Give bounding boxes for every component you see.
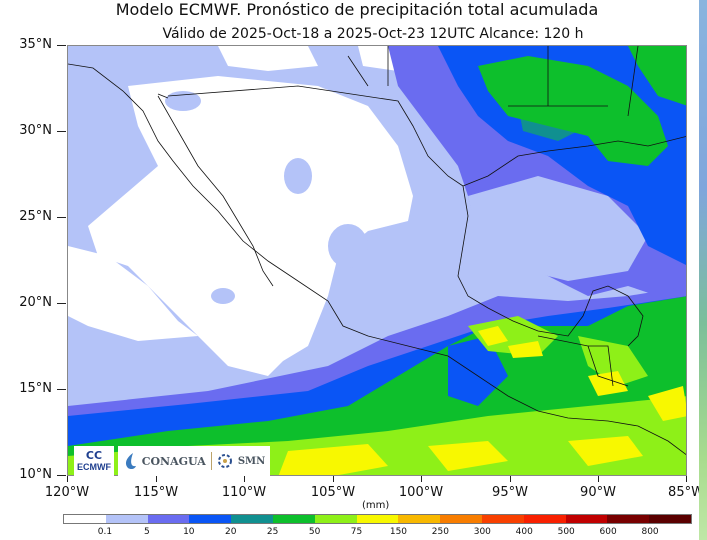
colorbar-segment xyxy=(398,515,441,523)
logo-separator xyxy=(210,452,212,470)
conagua-logo-text: CONAGUA xyxy=(141,454,206,468)
y-tick-mark xyxy=(57,217,66,218)
ecmwf-logo: CC ECMWF xyxy=(74,446,114,476)
map-canvas xyxy=(68,46,686,475)
x-tick-label: 120°W xyxy=(44,485,90,500)
colorbar-segment xyxy=(189,515,232,523)
conagua-smn-logo: CONAGUA SMN xyxy=(118,446,270,476)
y-tick-label: 25°N xyxy=(19,209,52,224)
ecmwf-mark-icon: CC xyxy=(85,449,103,462)
x-tick-label: 100°W xyxy=(398,485,444,500)
y-tick-mark xyxy=(57,389,66,390)
colorbar-segment xyxy=(481,515,524,523)
x-tick-mark xyxy=(598,476,599,482)
colorbar-tick-label: 75 xyxy=(350,527,363,537)
colorbar-tick-label: 250 xyxy=(431,527,449,537)
colorbar-segment xyxy=(440,515,482,523)
x-tick-mark xyxy=(333,476,334,482)
x-tick-mark xyxy=(421,476,422,482)
chart-title: Modelo ECMWF. Pronóstico de precipitació… xyxy=(115,0,599,19)
colorbar-tick-label: 25 xyxy=(266,527,279,537)
x-tick-label: 90°W xyxy=(580,485,616,500)
units-label: (mm) xyxy=(362,500,390,511)
colorbar-segment xyxy=(105,515,148,523)
colorbar-tick-label: 800 xyxy=(641,527,659,537)
y-tick-label: 30°N xyxy=(19,123,52,138)
colorbar-tick-label: 5 xyxy=(143,527,150,537)
colorbar xyxy=(63,514,692,524)
colorbar-tick-label: 10 xyxy=(183,527,195,537)
chart-subtitle: Válido de 2025-Oct-18 a 2025-Oct-23 12UT… xyxy=(162,26,584,42)
colorbar-segment xyxy=(272,515,315,523)
y-tick-label: 35°N xyxy=(19,37,52,52)
colorbar-tick-label: 600 xyxy=(599,527,617,537)
x-tick-mark xyxy=(67,476,68,482)
colorbar-segment xyxy=(314,515,357,523)
ecmwf-logo-text: ECMWF xyxy=(77,462,111,472)
y-tick-label: 10°N xyxy=(19,467,52,482)
colorbar-tick-label: 20 xyxy=(224,527,237,537)
colorbar-segment xyxy=(356,515,399,523)
y-tick-mark xyxy=(57,45,66,46)
colorbar-segment xyxy=(565,515,608,523)
colorbar-tick-label: 300 xyxy=(473,527,491,537)
y-tick-mark xyxy=(57,303,66,304)
y-tick-mark xyxy=(57,131,66,132)
x-tick-label: 85°W xyxy=(668,485,704,500)
colorbar-segment xyxy=(231,515,273,523)
x-tick-mark xyxy=(686,476,687,482)
y-tick-mark xyxy=(57,475,66,476)
x-tick-label: 115°W xyxy=(133,485,179,500)
x-tick-mark xyxy=(510,476,511,482)
y-tick-label: 20°N xyxy=(19,295,52,310)
colorbar-tick-label: 500 xyxy=(557,527,575,537)
x-tick-label: 105°W xyxy=(310,485,356,500)
side-gradient-strip xyxy=(699,0,707,540)
x-tick-mark xyxy=(244,476,245,482)
logos-strip: CC ECMWF CONAGUA SMN xyxy=(74,446,270,476)
precipitation-map[interactable] xyxy=(67,45,687,476)
colorbar-tick-label: 150 xyxy=(389,527,408,537)
colorbar-segment xyxy=(649,515,691,523)
colorbar-segment xyxy=(64,515,106,523)
colorbar-tick-label: 400 xyxy=(515,527,533,537)
colorbar-segment xyxy=(523,515,566,523)
x-tick-label: 110°W xyxy=(221,485,267,500)
y-tick-label: 15°N xyxy=(19,381,52,396)
colorbar-tick-label: 50 xyxy=(308,527,321,537)
smn-logo-text: SMN xyxy=(237,455,266,467)
colorbar-tick-label: 0.1 xyxy=(97,527,113,537)
colorbar-segment xyxy=(147,515,190,523)
smn-spiral-icon xyxy=(217,454,232,468)
x-tick-mark xyxy=(156,476,157,482)
conagua-drop-icon xyxy=(125,453,136,470)
colorbar-segment xyxy=(607,515,650,523)
x-tick-label: 95°W xyxy=(492,485,528,500)
